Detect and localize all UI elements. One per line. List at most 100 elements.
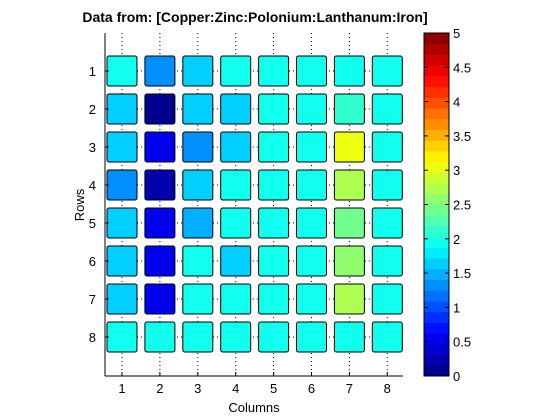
heatmap-cell — [182, 131, 214, 163]
colorbar-tick-label: 3 — [453, 163, 460, 178]
heatmap-cell — [106, 207, 138, 239]
heatmap-cell — [258, 207, 290, 239]
heatmap-cell — [220, 283, 252, 315]
colorbar-segment — [424, 183, 449, 195]
heatmap-cell — [106, 131, 138, 163]
heatmap-cell — [182, 169, 214, 201]
x-tick-label: 2 — [156, 381, 163, 396]
heatmap-cell — [371, 207, 403, 239]
colorbar-segment — [424, 193, 449, 205]
heatmap-cell — [371, 283, 403, 315]
heatmap-cell — [333, 207, 365, 239]
colorbar-tick-label: 5 — [453, 26, 460, 41]
y-axis-label: Rows — [72, 188, 87, 221]
heatmap-cell — [371, 245, 403, 277]
heatmap-cell — [106, 283, 138, 315]
x-tick-label: 3 — [194, 381, 201, 396]
colorbar-segment — [424, 311, 449, 323]
axes — [104, 33, 403, 377]
heatmap-cell — [258, 93, 290, 125]
heatmap-cell — [220, 207, 252, 239]
heatmap-cell — [258, 321, 290, 353]
heatmap-cell — [258, 169, 290, 201]
colorbar — [423, 32, 450, 377]
heatmap-cell — [371, 55, 403, 87]
colorbar-tick-labels: 0 0.5 1 1.5 2 2.5 3 3.5 4 4.5 5 — [424, 26, 471, 384]
colorbar-segment — [424, 118, 449, 130]
heatmap-cell — [296, 93, 327, 125]
heatmap-cell — [333, 131, 365, 163]
heatmap-cell — [333, 283, 365, 315]
heatmap-cell — [106, 169, 138, 201]
heatmap-cell — [182, 283, 214, 315]
heatmap-cell — [144, 93, 176, 125]
heatmap-cell — [333, 55, 365, 87]
heatmap-cell — [220, 245, 252, 277]
heatmap-cells — [106, 55, 403, 353]
heatmap-cell — [296, 169, 327, 201]
y-tick-label: 3 — [89, 140, 96, 155]
y-tick-label: 2 — [89, 102, 96, 117]
heatmap-cell — [106, 93, 138, 125]
heatmap-cell — [371, 169, 403, 201]
colorbar-segment — [424, 354, 449, 366]
y-tick-label: 6 — [89, 254, 96, 269]
colorbar-segment — [424, 343, 449, 356]
heatmap-cell — [296, 55, 327, 87]
colorbar-segment — [424, 75, 449, 88]
colorbar-segment — [424, 54, 449, 66]
heatmap-cell — [296, 283, 327, 315]
heatmap-cell — [144, 55, 176, 87]
heatmap-cell — [106, 245, 138, 277]
heatmap-cell — [144, 207, 176, 239]
colorbar-segment — [424, 150, 449, 163]
colorbar-tick-label: 2 — [453, 232, 460, 247]
heatmap-cell — [144, 283, 176, 315]
heatmap-cell — [220, 131, 252, 163]
colorbar-segment — [424, 365, 449, 377]
colorbar-tick-label: 0.5 — [453, 335, 471, 350]
colorbar-segment — [424, 225, 449, 238]
heatmap-cell — [144, 321, 176, 353]
colorbar-segment — [424, 65, 449, 77]
heatmap-cell — [333, 93, 365, 125]
x-axis-label: Columns — [228, 400, 280, 415]
y-tick-label: 5 — [89, 216, 96, 231]
y-tick-label: 7 — [89, 292, 96, 307]
colorbar-tick-label: 2.5 — [453, 198, 471, 213]
colorbar-segment — [424, 33, 449, 45]
heatmap-cell — [182, 93, 214, 125]
colorbar-tick-label: 1.5 — [453, 266, 471, 281]
y-tick-label: 4 — [89, 178, 96, 193]
colorbar-tick-label: 4.5 — [453, 60, 471, 75]
colorbar-segment — [424, 86, 449, 98]
colorbar-segment — [424, 247, 449, 259]
colorbar-segment — [424, 108, 449, 120]
colorbar-segment — [424, 236, 449, 248]
x-tick-label: 7 — [346, 381, 353, 396]
colorbar-segment — [424, 258, 449, 270]
colorbar-segment — [424, 215, 449, 227]
colorbar-segment — [424, 161, 449, 173]
heatmap-cell — [371, 131, 403, 163]
colorbar-segment — [424, 333, 449, 345]
heatmap-cell — [220, 169, 252, 201]
heatmap-cell — [258, 131, 290, 163]
colorbar-segment — [424, 322, 449, 334]
colorbar-segment — [424, 279, 449, 291]
colorbar-segment — [424, 97, 449, 109]
chart-title: Data from: [Copper:Zinc:Polonium:Lanthan… — [82, 9, 427, 25]
colorbar-segment — [424, 300, 449, 313]
colorbar-tick-label: 3.5 — [453, 129, 471, 144]
colorbar-tick-label: 4 — [453, 95, 460, 110]
plot-area — [105, 33, 403, 376]
x-tick-labels: 1 2 3 4 5 6 7 8 — [118, 372, 391, 396]
heatmap-cell — [220, 93, 252, 125]
x-tick-label: 5 — [270, 381, 277, 396]
colorbar-segment — [424, 172, 449, 184]
heatmap-cell — [144, 131, 176, 163]
y-tick-label: 1 — [89, 64, 96, 79]
heatmap-cell — [220, 321, 252, 353]
heatmap-cell — [182, 245, 214, 277]
